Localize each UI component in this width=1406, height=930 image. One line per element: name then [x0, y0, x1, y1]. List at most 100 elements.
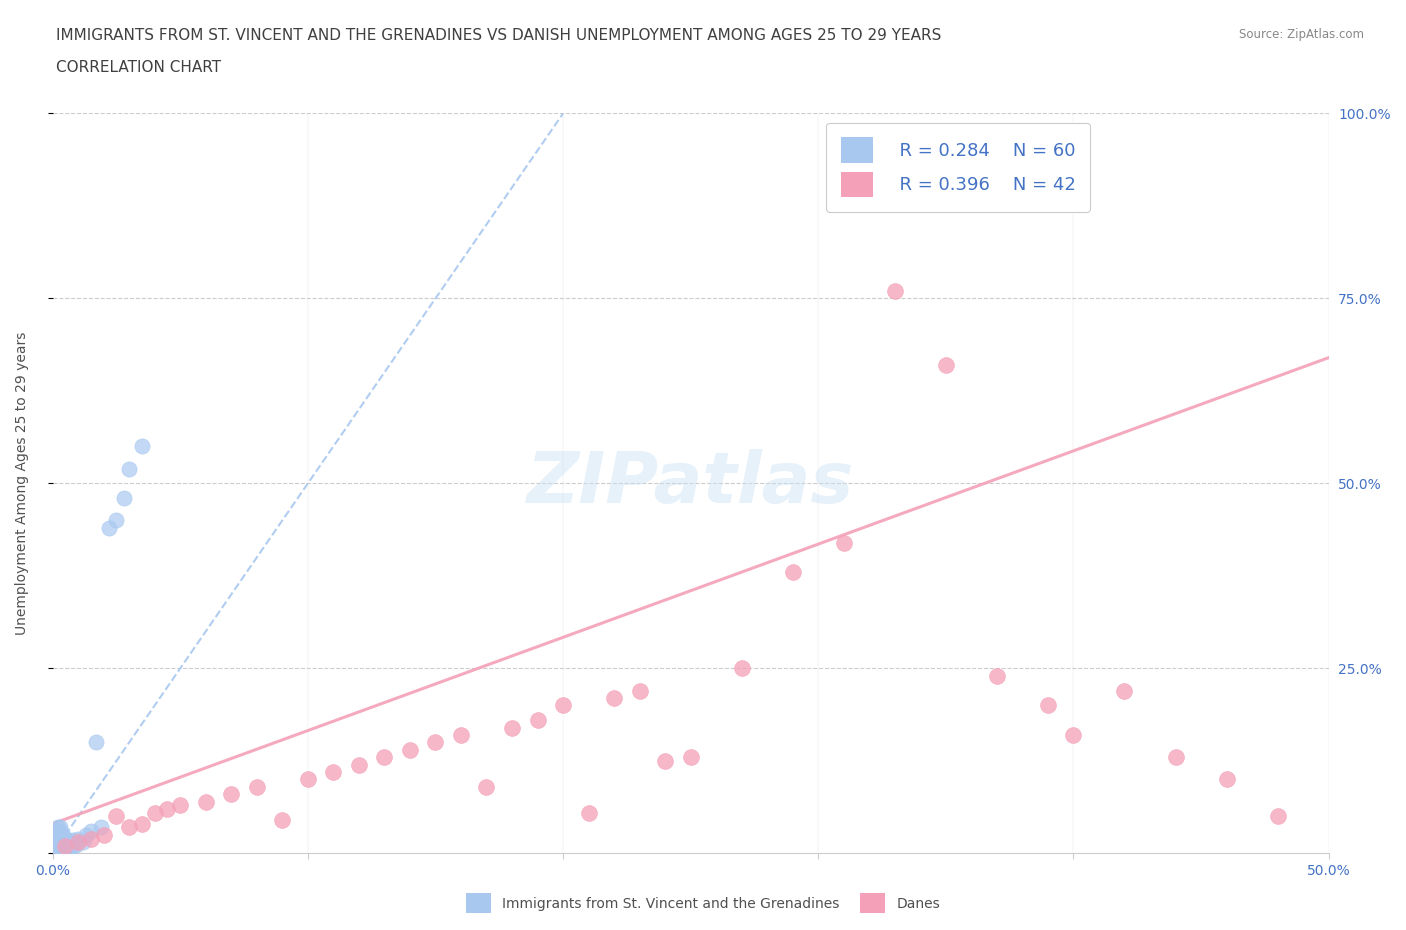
Point — [105, 809, 128, 824]
Point — [297, 772, 319, 787]
Point — [44, 839, 66, 854]
Point — [53, 831, 76, 846]
Point — [52, 828, 75, 843]
Point — [112, 491, 135, 506]
Legend: Immigrants from St. Vincent and the Grenadines, Danes: Immigrants from St. Vincent and the Gren… — [460, 887, 946, 919]
Legend:   R = 0.284    N = 60,   R = 0.396    N = 42: R = 0.284 N = 60, R = 0.396 N = 42 — [827, 123, 1090, 211]
Point — [399, 742, 422, 757]
Point — [46, 840, 69, 855]
Point — [80, 831, 103, 846]
Point — [49, 839, 72, 854]
Point — [475, 779, 498, 794]
Point — [679, 750, 702, 764]
Point — [1062, 727, 1084, 742]
Point — [46, 820, 69, 835]
Point — [49, 831, 72, 846]
Point — [80, 824, 103, 839]
Point — [49, 824, 72, 839]
Point — [322, 764, 344, 779]
Point — [194, 794, 217, 809]
Point — [53, 839, 76, 854]
Point — [501, 720, 523, 735]
Point — [731, 661, 754, 676]
Point — [373, 750, 395, 764]
Point — [143, 805, 166, 820]
Point — [986, 669, 1008, 684]
Point — [62, 832, 84, 847]
Point — [52, 835, 75, 850]
Point — [49, 843, 72, 857]
Point — [246, 779, 269, 794]
Point — [53, 843, 76, 857]
Text: Source: ZipAtlas.com: Source: ZipAtlas.com — [1239, 28, 1364, 41]
Point — [782, 565, 804, 579]
Point — [219, 787, 242, 802]
Point — [72, 835, 94, 850]
Point — [271, 813, 294, 828]
Point — [603, 691, 626, 706]
Point — [1164, 750, 1187, 764]
Point — [156, 802, 179, 817]
Point — [44, 828, 66, 843]
Point — [53, 839, 76, 854]
Point — [49, 832, 72, 847]
Text: CORRELATION CHART: CORRELATION CHART — [56, 60, 221, 75]
Point — [654, 753, 676, 768]
Point — [44, 835, 66, 850]
Point — [131, 817, 153, 831]
Point — [44, 843, 66, 857]
Point — [52, 837, 75, 852]
Point — [52, 840, 75, 855]
Point — [578, 805, 600, 820]
Point — [935, 358, 957, 373]
Point — [44, 832, 66, 847]
Point — [97, 521, 120, 536]
Point — [56, 840, 79, 855]
Point — [425, 735, 447, 750]
Point — [347, 757, 370, 772]
Point — [1036, 698, 1059, 713]
Point — [65, 837, 87, 852]
Point — [1114, 684, 1136, 698]
Point — [46, 839, 69, 854]
Point — [131, 439, 153, 454]
Point — [46, 828, 69, 843]
Point — [46, 835, 69, 850]
Point — [44, 824, 66, 839]
Point — [56, 832, 79, 847]
Point — [49, 837, 72, 852]
Point — [49, 835, 72, 850]
Point — [46, 832, 69, 847]
Point — [49, 820, 72, 835]
Point — [46, 843, 69, 857]
Point — [67, 831, 90, 846]
Point — [44, 831, 66, 846]
Text: IMMIGRANTS FROM ST. VINCENT AND THE GRENADINES VS DANISH UNEMPLOYMENT AMONG AGES: IMMIGRANTS FROM ST. VINCENT AND THE GREN… — [56, 28, 942, 43]
Point — [628, 684, 651, 698]
Point — [62, 839, 84, 854]
Point — [56, 843, 79, 857]
Point — [44, 837, 66, 852]
Point — [46, 837, 69, 852]
Point — [67, 835, 90, 850]
Point — [46, 824, 69, 839]
Point — [59, 840, 82, 855]
Point — [90, 820, 112, 835]
Point — [53, 835, 76, 850]
Point — [883, 284, 905, 299]
Point — [169, 798, 191, 813]
Point — [49, 828, 72, 843]
Point — [44, 840, 66, 855]
Point — [84, 735, 107, 750]
Point — [52, 843, 75, 857]
Point — [1215, 772, 1237, 787]
Point — [105, 513, 128, 528]
Point — [59, 835, 82, 850]
Point — [551, 698, 574, 713]
Point — [526, 712, 548, 727]
Text: ZIPatlas: ZIPatlas — [527, 449, 855, 518]
Point — [56, 837, 79, 852]
Point — [49, 840, 72, 855]
Point — [46, 831, 69, 846]
Point — [44, 830, 66, 844]
